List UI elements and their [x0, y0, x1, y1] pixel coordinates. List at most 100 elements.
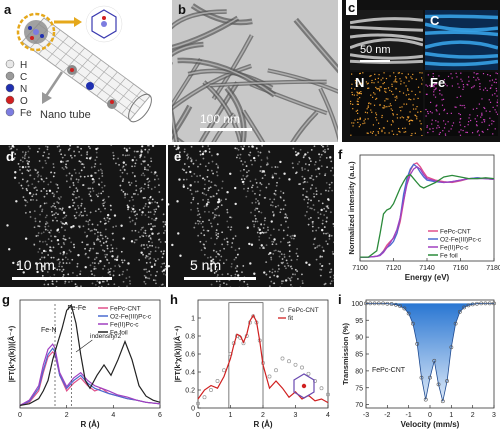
x-tick-label: 6	[158, 412, 162, 419]
y-tick-label: 75	[355, 385, 363, 392]
y-tick-label: 95	[355, 318, 363, 325]
data-point	[300, 365, 304, 370]
x-tick-label: 4	[326, 412, 330, 419]
data-point	[209, 388, 213, 392]
x-tick-label: -2	[384, 412, 390, 419]
fepc-molecule-1	[16, 12, 56, 52]
data-point	[475, 301, 479, 306]
data-point	[306, 371, 311, 376]
x-tick-label: 7140	[419, 265, 435, 272]
legend-label: Fe(II)Pc-c	[440, 245, 469, 252]
data-point	[326, 392, 330, 397]
data-point	[419, 375, 424, 380]
data-point	[466, 303, 471, 308]
data-point	[445, 379, 449, 383]
chart-i-svg: -3 -2 -1 0 1 2 3 70 75 80 85 90 95 100 Velocity (mm/s)…	[341, 299, 496, 429]
panel-letter-c: c	[346, 0, 358, 15]
plot-frame	[359, 154, 495, 262]
eds-label-fe: Fe	[430, 75, 446, 90]
panel-f-xanes-chart: 7100 7120 7140 7160 7180 Energy (eV) Normalize…	[336, 145, 500, 287]
tem-image-svg	[172, 3, 338, 142]
x-tick-label: 7100	[352, 265, 368, 272]
annotation-sample: FePc-CNT	[372, 367, 406, 374]
fepc-molecule-2	[67, 65, 117, 109]
data-point	[423, 397, 428, 402]
data-point	[196, 401, 200, 406]
eds-map-n: N	[350, 72, 424, 138]
molecule-inset	[293, 373, 315, 399]
y-tick-label: 90	[355, 335, 363, 342]
panel-a-molecular-model: H C N O Fe Nano tube a	[0, 0, 166, 142]
legend-label-o: O	[20, 96, 28, 107]
x-tick-label: 0	[428, 412, 432, 419]
y-tick-label: 100	[351, 301, 363, 308]
y-axis-label: |FT(k³χ(k))|(Å⁻⁴)	[7, 325, 16, 382]
scale-label-b: 100 nm	[200, 112, 241, 126]
series-line-2	[360, 166, 495, 258]
chart-f-svg: 7100 7120 7140 7160 7180 Energy (eV) Normalize…	[347, 154, 500, 282]
x-tick-label: 2	[261, 412, 265, 419]
panel-letter-d: d	[6, 149, 14, 164]
data-point	[287, 359, 291, 364]
data-point	[479, 301, 484, 306]
legend-label-fe: Fe	[20, 108, 32, 119]
panel-letter-b: b	[178, 2, 186, 17]
series-line-1	[19, 347, 161, 406]
y-axis-label: Normalized intensity (a.u.)	[347, 161, 356, 255]
x-tick-label: 1	[449, 412, 453, 419]
nanotube-label: Nano tube	[40, 109, 91, 121]
y-tick-label: 80	[355, 368, 363, 375]
legend-label: Fe(II)Pc-c	[110, 322, 139, 329]
data-point	[436, 382, 441, 387]
scale-bar-b	[200, 128, 252, 131]
data-point	[428, 375, 432, 380]
fit-line	[366, 303, 494, 402]
panel-letter-g: g	[2, 292, 10, 307]
legend-label-h: H	[20, 60, 27, 71]
y-tick-label: 0.8	[185, 334, 195, 341]
x-tick-label: 1	[229, 412, 233, 419]
legend-label: Fe foil	[110, 330, 128, 337]
legend-label-c: C	[20, 72, 27, 83]
panel-b-tem-image: b 100 nm	[172, 0, 338, 142]
annotation-intensity: indensity/2	[90, 333, 121, 340]
y-tick-label: 1	[191, 316, 195, 323]
data-point	[280, 356, 285, 361]
legend-dot-n	[5, 83, 15, 93]
legend-label: FePc-CNT	[440, 229, 471, 236]
data-point	[202, 395, 207, 400]
data-point	[415, 341, 420, 346]
legend-dot-h	[5, 59, 15, 69]
panel-h-fit-chart: 0 1 2 3 4 0 0.2 0.4 0.6 0.8 1 R (Å) |FT(k³χ(k))|(Å⁻⁴…	[168, 290, 334, 435]
panel-letter-f: f	[338, 147, 343, 162]
x-tick-label: 7160	[453, 265, 469, 272]
fit-line	[197, 314, 329, 404]
x-tick-label: 2	[471, 412, 475, 419]
y-tick-label: 0.2	[185, 388, 195, 395]
data-point	[222, 368, 226, 373]
y-tick-label: 0.6	[185, 352, 195, 359]
x-axis-label: R (Å)	[253, 420, 272, 429]
x-tick-label: 0	[18, 412, 22, 419]
y-tick-label: 85	[355, 352, 363, 359]
panel-c-eds-maps: 50 nm C N Fe c	[342, 0, 500, 142]
x-axis-label: Energy (eV)	[405, 273, 450, 282]
y-axis-label: |FT(k³χ(k))|(Å⁻⁴)	[173, 325, 182, 382]
data-point	[453, 321, 458, 326]
plot-frame	[19, 299, 161, 409]
scale-label-d: 10 nm	[16, 257, 55, 273]
x-tick-label: 4	[111, 412, 115, 419]
chart-g-svg: 0 2 4 6 R (Å) |FT(k³χ(k))|(Å⁻⁴) FePc-CNTO2-Fe(…	[7, 299, 162, 429]
data-point	[393, 302, 398, 307]
scale-bar-e	[184, 277, 256, 280]
x-tick-label: 7120	[386, 265, 402, 272]
scale-label-e: 5 nm	[190, 257, 222, 273]
legend-label-data: FePc-CNT	[288, 307, 319, 314]
x-axis-label: Velocity (mm/s)	[401, 420, 460, 429]
x-tick-label: 3	[294, 412, 298, 419]
fit-window	[228, 302, 264, 409]
data-point	[462, 305, 467, 310]
legend-dot-fe	[5, 107, 15, 117]
annotation-fe-n: Fe-N	[41, 327, 57, 334]
